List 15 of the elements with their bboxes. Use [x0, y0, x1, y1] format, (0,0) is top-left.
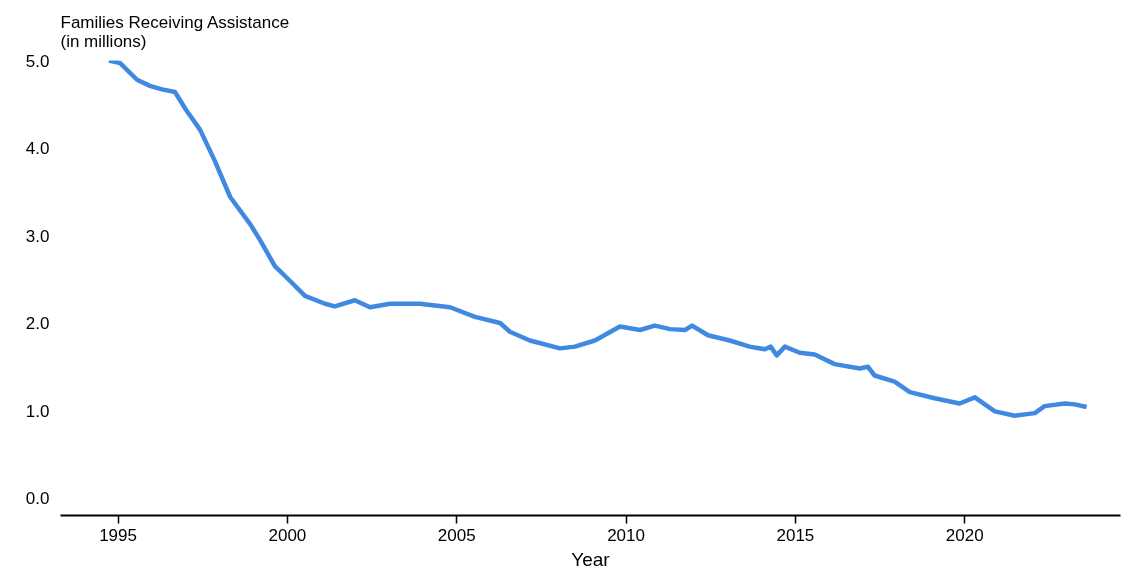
- x-tick-label: 2020: [945, 525, 984, 545]
- line-series: [106, 60, 1089, 418]
- x-tick-label: 2010: [607, 525, 645, 545]
- x-tick-label: 2005: [437, 525, 476, 545]
- x-tick-label: 2000: [268, 525, 307, 545]
- y-tick-label: 3.0: [25, 226, 50, 246]
- y-tick-label: 1.0: [25, 401, 50, 421]
- y-tick-label: 0.0: [25, 489, 50, 508]
- y-tick-label: 4.0: [25, 139, 50, 158]
- y-tick-label: 5.0: [25, 51, 50, 71]
- x-tick-label: 2015: [776, 525, 815, 545]
- y-tick-label: 2.0: [25, 314, 50, 333]
- y-axis-title: Families Receiving Assistance (in millions): [60, 12, 290, 51]
- x-tick-label: 1995: [99, 525, 137, 545]
- x-axis-title: Year: [571, 548, 611, 570]
